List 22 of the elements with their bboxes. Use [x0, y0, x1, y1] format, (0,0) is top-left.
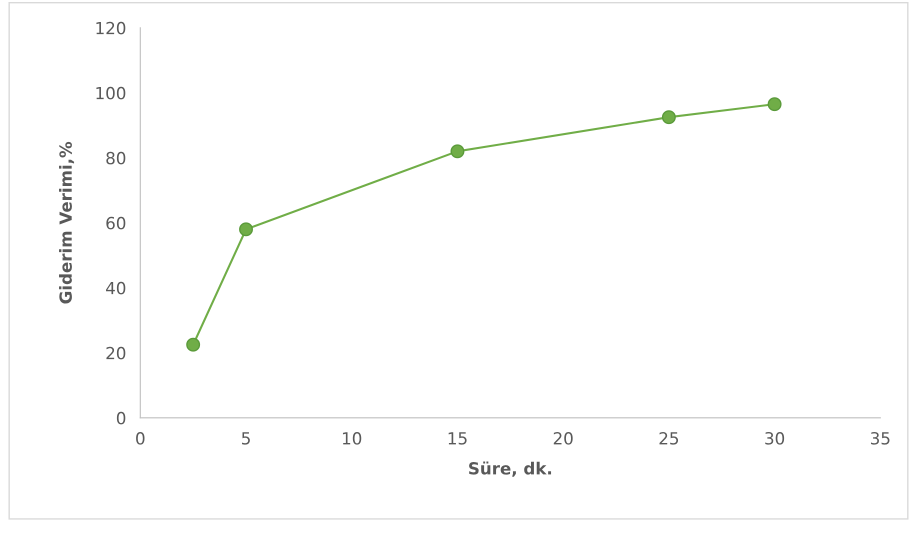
y-tick-label: 60: [106, 216, 126, 230]
y-tick-label: 20: [106, 346, 126, 360]
x-tick-label: 30: [765, 432, 784, 445]
y-tick-label: 120: [96, 22, 126, 34]
point: [662, 110, 676, 124]
x-tick-label: 20: [554, 432, 573, 445]
y-tick-label: 80: [106, 152, 126, 164]
x-axis-title: Süre, dk.: [469, 462, 552, 477]
x-tick-label: 35: [870, 432, 890, 445]
point: [768, 97, 782, 112]
point: [450, 144, 464, 158]
x-tick-label: 15: [448, 432, 467, 445]
x-tick-label: 10: [342, 432, 362, 445]
y-tick-label: 40: [106, 282, 126, 294]
y-tick-label: 0: [116, 412, 126, 424]
x-tick-label: 0: [136, 432, 144, 445]
point: [186, 338, 200, 352]
y-axis-title: Giderim Verimi,%: [59, 142, 74, 304]
x-tick-label: 25: [660, 432, 678, 445]
x-tick-label: 5: [242, 432, 250, 445]
y-tick-label: 100: [96, 86, 126, 100]
point: [239, 222, 253, 236]
